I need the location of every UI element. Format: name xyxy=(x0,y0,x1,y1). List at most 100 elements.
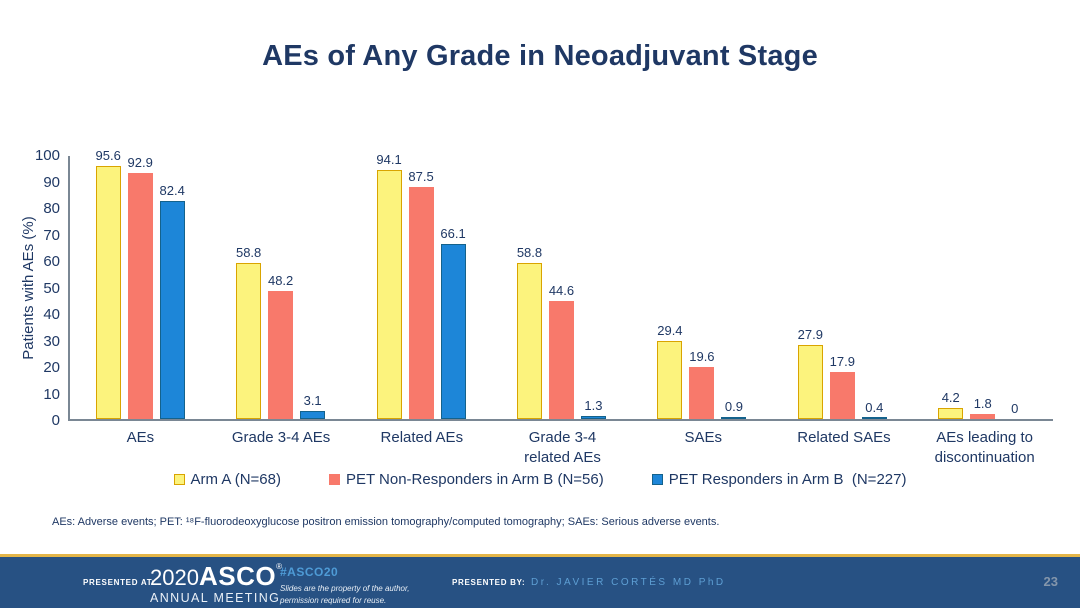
bar-group: 94.1 87.5 66.1 xyxy=(351,152,491,419)
legend-label: Arm A (N=68) xyxy=(190,471,281,488)
y-tick-label: 90 xyxy=(43,173,60,191)
bar-column: 82.4 xyxy=(160,156,185,419)
bar-column: 66.1 xyxy=(440,156,466,419)
x-axis-labels: AEs Grade 3-4 AEs Related AEs Grade 3-4 rel… xyxy=(70,428,1055,469)
presenter-name: Dr. JAVIER CORTÉS MD PhD xyxy=(531,577,726,588)
bar-column: 48.2 xyxy=(268,156,293,419)
bar-value-label: 92.9 xyxy=(127,154,153,170)
chart-legend: Arm A (N=68) PET Non-Responders in Arm B … xyxy=(20,471,1060,488)
bar-value-label: 4.2 xyxy=(941,389,960,405)
bar-column: 0.9 xyxy=(721,156,747,419)
bar xyxy=(95,165,121,419)
legend-item: Arm A (N=68) xyxy=(173,471,281,488)
y-tick-label: 50 xyxy=(43,279,60,297)
bar-column: 87.5 xyxy=(408,156,434,419)
asco-logo: 2020ASCO® ANNUAL MEETING xyxy=(150,563,282,605)
presented-by-label: PRESENTED BY: xyxy=(452,578,526,587)
bar-group: 58.8 44.6 1.3 xyxy=(491,156,631,419)
legend-swatch-icon xyxy=(651,474,663,485)
y-tick-label: 70 xyxy=(43,226,60,244)
bar-value-label: 58.8 xyxy=(516,245,543,261)
asco-logo-registered-mark: ® xyxy=(276,562,282,571)
bar xyxy=(516,263,542,419)
x-axis-category-label: SAEs xyxy=(684,429,722,446)
bar xyxy=(236,263,262,419)
x-axis-category-label: AEs leading to discontinuation xyxy=(934,429,1035,467)
y-tick-label: 20 xyxy=(43,359,60,376)
bar-group: 58.8 48.2 3.1 xyxy=(210,156,350,419)
legend-item: PET Non-Responders in Arm B (N=56) xyxy=(328,471,604,488)
bar-value-label: 1.3 xyxy=(584,397,603,413)
bar-value-label: 66.1 xyxy=(440,225,466,241)
hashtag-block: #ASCO20 Slides are the property of the a… xyxy=(280,565,409,606)
page-number: 23 xyxy=(1043,574,1058,589)
bar-column: 44.6 xyxy=(549,156,574,419)
x-axis-category-label: Related SAEs xyxy=(797,429,891,446)
bar xyxy=(268,291,294,419)
bar-value-label: 1.8 xyxy=(973,396,992,412)
bar-column: 1.3 xyxy=(580,156,606,419)
bar xyxy=(689,367,715,419)
bar-column: 3.1 xyxy=(300,156,326,419)
legend-swatch-icon xyxy=(173,474,185,485)
bar-column: 58.8 xyxy=(236,156,261,419)
legend-label: PET Non-Responders in Arm B (N=56) xyxy=(345,471,604,488)
x-axis-category-label: Grade 3-4 related AEs xyxy=(524,429,601,467)
y-tick-label: 100 xyxy=(34,147,60,164)
bar-value-label: 48.2 xyxy=(267,273,294,289)
bar-group: 4.2 1.8 0 xyxy=(913,156,1053,419)
bar-value-label: 44.6 xyxy=(548,282,575,298)
y-axis-ticks: 0 10 20 30 40 50 60 70 80 90 100 xyxy=(20,147,60,429)
bar-chart: Patients with AEs (%) 0 10 20 30 40 50 60 70 80 9… xyxy=(20,138,1060,498)
bar-value-label: 17.9 xyxy=(829,353,855,369)
bar-group: 95.6 92.9 82.4 xyxy=(70,148,210,419)
bar-column: 92.9 xyxy=(127,154,153,419)
bar-value-label: 3.1 xyxy=(303,392,322,408)
bar-group: 29.4 19.6 0.9 xyxy=(632,156,772,419)
asco-logo-year: 2020 xyxy=(150,565,199,590)
bar-column: 27.9 xyxy=(798,156,823,419)
bar-column: 95.6 xyxy=(95,148,121,419)
bar-value-label: 95.6 xyxy=(95,147,121,163)
y-tick-label: 80 xyxy=(43,200,60,217)
y-tick-label: 40 xyxy=(43,306,60,323)
bar-value-label: 0.9 xyxy=(724,398,743,414)
bar xyxy=(580,415,606,419)
bar xyxy=(797,345,823,419)
plot-area: 95.6 92.9 82.4 58.8 48.2 3.1 94.1 87.5 66.1 58.8 4… xyxy=(68,148,1053,421)
y-tick-label: 60 xyxy=(43,253,60,270)
bar xyxy=(127,172,153,419)
bar xyxy=(376,169,402,419)
x-axis-category-label: Grade 3-4 AEs xyxy=(231,429,331,446)
bar xyxy=(440,243,466,419)
bar-group: 27.9 17.9 0.4 xyxy=(772,156,912,419)
bar-column: 1.8 xyxy=(970,156,996,419)
bar-value-label: 29.4 xyxy=(657,323,683,339)
bar-column: 29.4 xyxy=(657,156,683,419)
asco-logo-wordmark: 2020ASCO® xyxy=(150,561,282,591)
asco-logo-subtitle: ANNUAL MEETING xyxy=(150,591,281,605)
bar xyxy=(408,187,434,419)
bar-value-label: 27.9 xyxy=(797,327,823,343)
legend-label: PET Responders in Arm B (N=227) xyxy=(668,471,907,488)
x-axis-category-label: Related AEs xyxy=(380,429,464,446)
x-axis-category-label: AEs xyxy=(126,429,155,446)
bar xyxy=(657,341,683,419)
bar-column: 19.6 xyxy=(689,156,715,419)
legend-item: PET Responders in Arm B (N=227) xyxy=(651,471,907,488)
slide-title: AEs of Any Grade in Neoadjuvant Stage xyxy=(262,40,818,72)
disclaimer-line-1: Slides are the property of the author, xyxy=(280,584,410,593)
bar-column: 94.1 xyxy=(376,152,402,419)
bar xyxy=(829,371,855,419)
bar-column: 17.9 xyxy=(830,156,855,419)
asco-logo-name: ASCO xyxy=(198,561,277,591)
y-tick-label: 0 xyxy=(51,412,60,429)
footer-bar: PRESENTED AT: 2020ASCO® ANNUAL MEETING #… xyxy=(0,557,1080,608)
footnote: AEs: Adverse events; PET: ¹⁸F-fluorodeox… xyxy=(52,516,720,528)
y-tick-label: 30 xyxy=(43,332,60,350)
bar-value-label: 94.1 xyxy=(376,151,402,167)
hashtag: #ASCO20 xyxy=(280,565,339,579)
bar-value-label: 87.5 xyxy=(408,169,434,185)
bar-column: 0 xyxy=(1002,156,1027,419)
